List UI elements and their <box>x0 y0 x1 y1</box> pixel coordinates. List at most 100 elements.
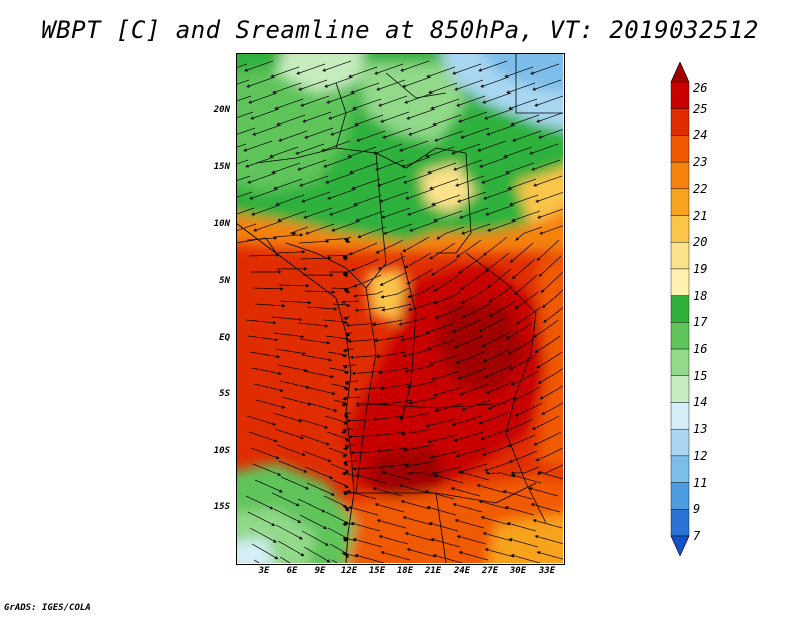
streamline <box>401 156 431 168</box>
colorbar-bin <box>670 428 690 457</box>
streamline <box>433 290 462 305</box>
streamline <box>451 319 481 333</box>
wbpt-region-north-blue <box>276 53 364 93</box>
colorbar-bin <box>670 295 690 323</box>
colorbar-label: 21 <box>693 208 708 223</box>
streamline <box>304 290 336 294</box>
streamline <box>298 418 329 429</box>
streamline <box>427 162 457 174</box>
streamline <box>275 194 305 206</box>
streamline <box>479 156 509 168</box>
streamline <box>433 474 464 484</box>
streamline <box>406 108 436 120</box>
streamline <box>350 522 381 532</box>
streamline <box>509 242 534 263</box>
streamline <box>341 300 360 304</box>
streamline <box>536 464 563 475</box>
streamline <box>353 194 383 206</box>
streamline <box>306 306 338 311</box>
streamline <box>506 522 537 532</box>
lat-label-5n: 5N <box>219 276 230 286</box>
streamline <box>510 554 541 563</box>
colorbar-label: 16 <box>693 342 708 357</box>
streamline <box>350 450 382 455</box>
streamline <box>404 92 434 104</box>
streamline <box>272 412 303 423</box>
streamline <box>255 399 286 409</box>
streamline <box>485 252 510 272</box>
streamline <box>538 255 562 277</box>
streamline <box>272 233 304 238</box>
streamline <box>461 223 491 235</box>
streamline <box>406 380 437 389</box>
lat-label-15n: 15N <box>213 162 230 172</box>
chart-title: WBPT [C] and Sreamline at 850hPa, VT: 20… <box>41 16 759 44</box>
streamline <box>379 383 411 390</box>
streamline <box>507 178 537 190</box>
streamline <box>332 479 349 489</box>
streamline <box>279 556 291 563</box>
colorbar-label: 9 <box>693 502 701 517</box>
streamline <box>302 111 332 123</box>
streamline <box>273 332 305 339</box>
streamline <box>377 255 406 270</box>
streamline <box>481 172 511 184</box>
colorbar-label: 15 <box>693 368 708 383</box>
streamline <box>456 239 482 258</box>
streamline <box>504 66 534 78</box>
streamline <box>380 551 411 561</box>
streamline <box>297 498 326 513</box>
streamline <box>461 303 490 318</box>
colorbar-label: 14 <box>693 395 708 410</box>
streamline <box>433 210 463 222</box>
streamline <box>459 471 490 481</box>
wbpt-map <box>236 53 563 563</box>
colorbar-label: 24 <box>693 128 708 143</box>
streamline <box>376 519 407 529</box>
streamline <box>274 98 304 110</box>
streamline <box>322 60 352 72</box>
streamline <box>247 172 277 184</box>
streamline <box>536 351 563 369</box>
streamline <box>504 418 534 432</box>
streamline <box>326 431 350 442</box>
colorbar-bottom-triangle <box>670 535 690 556</box>
streamline <box>512 130 542 142</box>
streamlines <box>236 60 563 563</box>
streamline <box>278 283 310 288</box>
wbpt-region-northwest-lightgreen <box>236 63 356 193</box>
colorbar-bin <box>670 482 690 510</box>
streamline <box>381 303 412 312</box>
streamline <box>506 434 536 448</box>
streamline <box>251 543 279 560</box>
streamline <box>484 548 515 558</box>
streamline <box>236 159 249 165</box>
streamline <box>348 434 380 439</box>
streamline <box>342 252 354 261</box>
streamline <box>382 127 412 139</box>
streamline <box>373 143 403 155</box>
wbpt-region-southwest-blue <box>236 538 274 563</box>
streamline <box>356 130 386 142</box>
streamline <box>346 418 378 423</box>
streamline <box>400 332 431 342</box>
streamline <box>323 156 353 168</box>
colorbar-bin <box>670 135 690 163</box>
colorbar-label: 20 <box>693 235 708 250</box>
streamline <box>429 242 456 260</box>
streamline <box>450 487 481 497</box>
streamline <box>539 385 563 400</box>
streamline <box>342 537 357 542</box>
streamline <box>509 354 537 370</box>
streamline <box>277 364 309 372</box>
streamline <box>353 386 385 392</box>
streamline <box>402 348 433 358</box>
streamline <box>289 226 309 235</box>
streamline <box>480 428 510 441</box>
streamline <box>269 146 299 158</box>
streamline <box>377 367 409 375</box>
streamline <box>531 415 560 430</box>
streamline <box>483 188 513 200</box>
streamline <box>371 319 403 327</box>
streamline <box>402 76 432 88</box>
